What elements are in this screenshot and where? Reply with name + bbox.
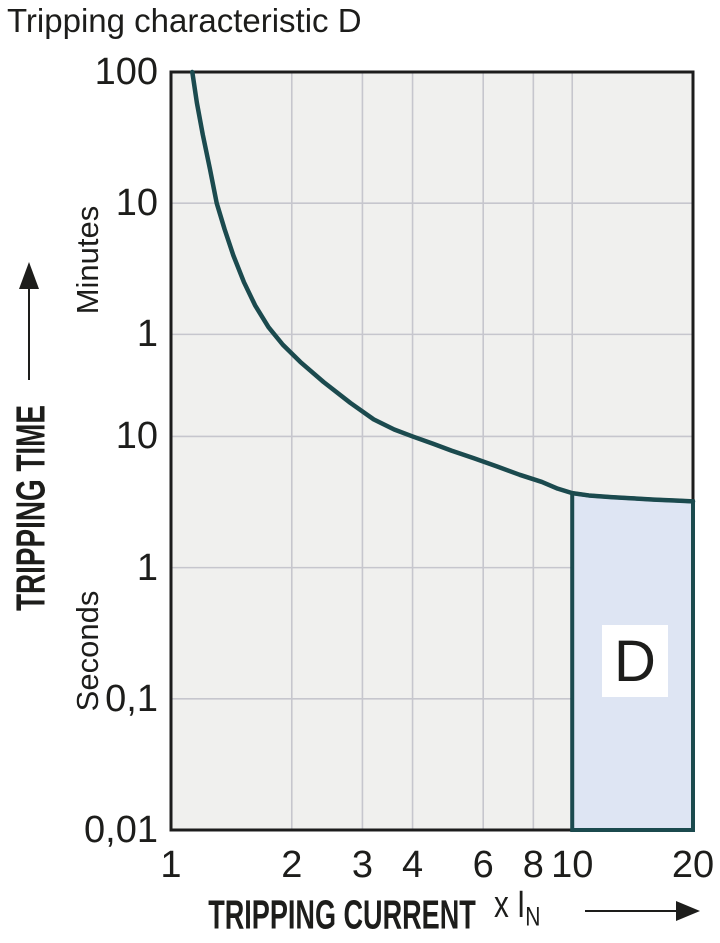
x-tick-label: 10 (551, 844, 594, 886)
y-tick-label: 10 (115, 182, 158, 225)
y-tick-label: 1 (136, 313, 158, 356)
x-axis-multiplier-prefix: x I (494, 884, 526, 926)
page-title: Tripping characteristic D (7, 2, 362, 39)
x-tick-label: 8 (522, 844, 544, 886)
y-tick-label: 100 (94, 51, 158, 93)
x-tick-label: 2 (281, 844, 303, 886)
y-tick-label: 0,1 (105, 677, 158, 720)
x-tick-label: 3 (351, 844, 373, 886)
x-axis-multiplier: x IN (494, 884, 541, 930)
x-tick-label: 1 (160, 844, 182, 886)
y-tick-label: 1 (136, 546, 158, 589)
up-arrow-icon (19, 262, 39, 289)
x-tick-label: 20 (671, 844, 715, 886)
y-tick-label: 10 (115, 415, 158, 458)
y-tick-label: 0,01 (84, 809, 158, 851)
x-tick-label: 4 (401, 844, 424, 886)
x-axis-multiplier-subscript: N (525, 901, 541, 932)
x-tick-label: 6 (472, 844, 494, 886)
plot-frame (169, 70, 695, 832)
region-d-label-box: D (602, 625, 668, 697)
region-d-label: D (614, 628, 656, 694)
tripping-curve (190, 69, 696, 504)
x-axis-title: TRIPPING CURRENT (208, 891, 476, 938)
right-arrow-icon (676, 901, 700, 921)
